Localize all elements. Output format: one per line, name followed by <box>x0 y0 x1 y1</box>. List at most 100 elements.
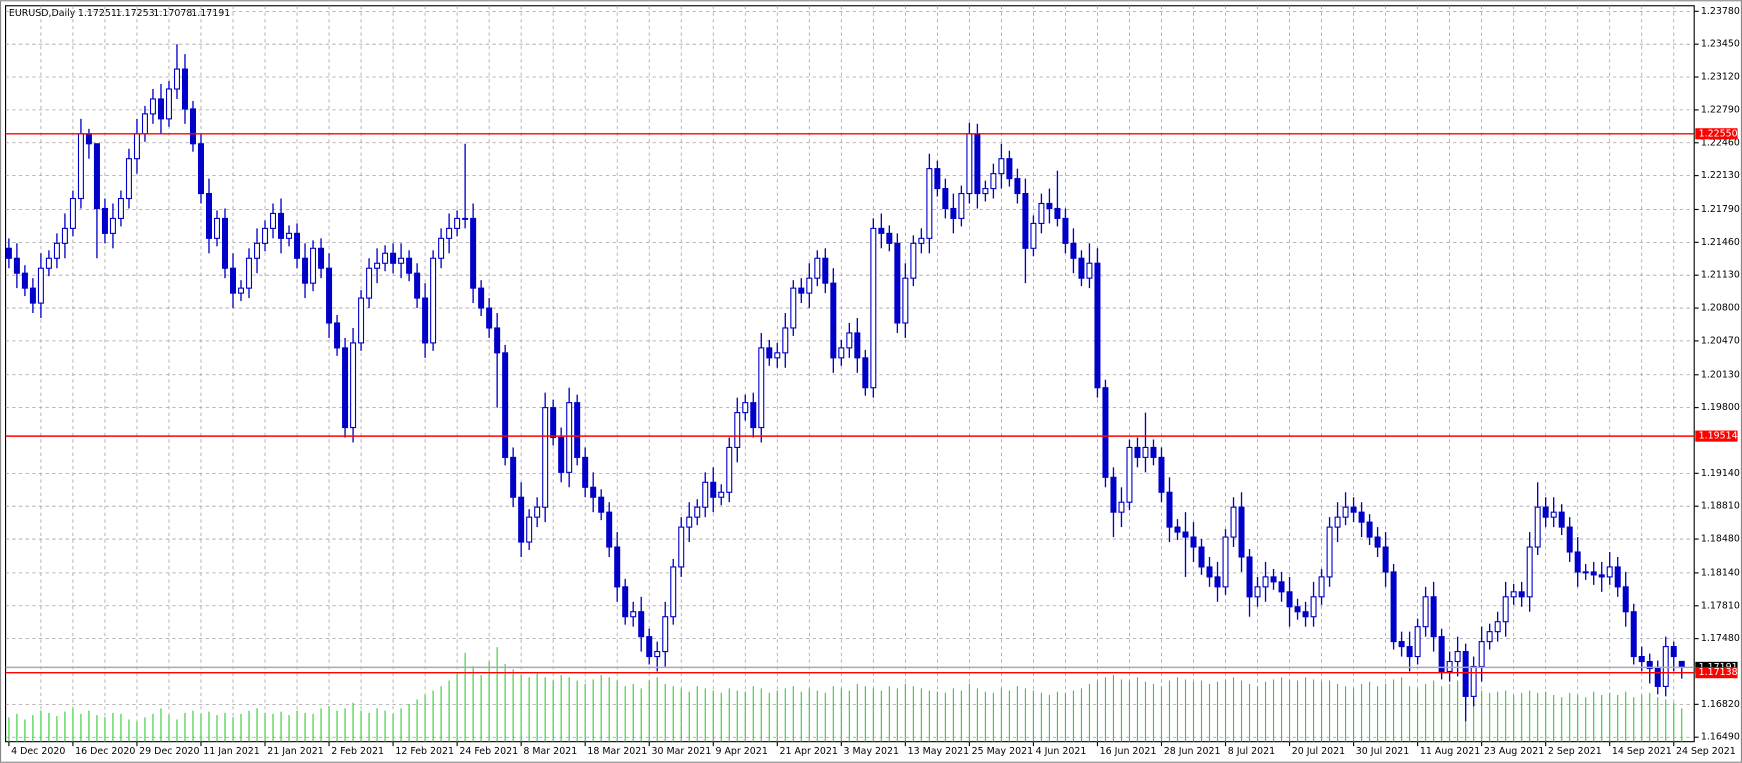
candle-body <box>1382 546 1389 573</box>
candle-body <box>550 407 557 439</box>
candle-body <box>438 237 445 259</box>
x-tick-label: 24 Sep 2021 <box>1676 746 1736 757</box>
x-tick-label: 11 Jan 2021 <box>203 746 260 757</box>
candle-body <box>1254 586 1261 598</box>
candle-body <box>1454 651 1461 663</box>
candle-body <box>374 262 381 269</box>
candle-body <box>614 546 621 588</box>
candle-body <box>173 68 180 90</box>
candle-body <box>1590 571 1597 576</box>
candle-body <box>726 446 733 493</box>
y-tick-label: 1.22130 <box>1701 170 1740 181</box>
price-label: 1.17138 <box>1699 667 1738 678</box>
candle-body <box>590 486 597 498</box>
x-tick-label: 13 May 2021 <box>908 746 970 757</box>
y-tick-label: 1.20800 <box>1701 303 1740 314</box>
candle-body <box>1614 566 1621 588</box>
x-tick-label: 2 Feb 2021 <box>331 746 384 757</box>
candle-body <box>774 352 781 359</box>
candle-body <box>422 297 429 344</box>
candle-body <box>1102 387 1109 478</box>
price-label-box <box>1695 128 1738 140</box>
candle-body <box>566 402 573 473</box>
candle-body <box>1518 591 1525 598</box>
header-high: 1.17253 <box>116 8 155 19</box>
candle-body <box>85 133 92 145</box>
candle-body <box>822 257 829 284</box>
candle-body <box>1158 456 1165 493</box>
candle-body <box>1046 202 1053 210</box>
candle-body <box>934 168 941 190</box>
candle-body <box>742 402 749 414</box>
y-tick-label: 1.23120 <box>1701 72 1740 83</box>
candle-body <box>278 212 285 239</box>
candle-body <box>510 456 517 498</box>
candle-body <box>462 217 469 220</box>
candle-body <box>286 232 293 239</box>
candle-body <box>1534 506 1541 548</box>
candle-body <box>862 357 869 389</box>
candle-body <box>526 516 533 543</box>
candle-body <box>1678 660 1685 668</box>
x-tick-label: 20 Jul 2021 <box>1292 746 1345 757</box>
candle-body <box>1294 606 1301 613</box>
x-tick-label: 8 Mar 2021 <box>523 746 577 757</box>
candle-body <box>1198 546 1205 568</box>
candle-body <box>718 491 725 498</box>
candle-body <box>1670 646 1677 658</box>
candle-body <box>582 456 589 488</box>
candle-body <box>358 297 365 344</box>
candle-body <box>45 257 52 269</box>
candle-body <box>926 168 933 239</box>
candle-body <box>1582 571 1589 574</box>
candle-body <box>310 247 317 284</box>
candle-body <box>1038 202 1045 224</box>
candle-body <box>1646 660 1653 670</box>
candle-body <box>254 242 261 259</box>
candle-body <box>1310 596 1317 618</box>
candle-body <box>694 506 701 518</box>
candle-body <box>262 227 269 244</box>
candle-body <box>830 282 837 359</box>
y-tick-label: 1.18480 <box>1701 534 1740 545</box>
candle-body <box>670 566 677 618</box>
x-tick-label: 28 Jun 2021 <box>1164 746 1221 757</box>
candle-body <box>1526 546 1533 598</box>
candle-body <box>790 287 797 329</box>
candle-body <box>1246 556 1253 598</box>
x-tick-label: 18 Mar 2021 <box>587 746 647 757</box>
candle-body <box>1030 222 1037 249</box>
candle-body <box>1558 511 1565 528</box>
candle-body <box>606 511 613 548</box>
candle-body <box>1622 586 1629 613</box>
candle-body <box>654 651 661 658</box>
candle-body <box>1478 641 1485 668</box>
x-tick-label: 29 Dec 2020 <box>139 746 199 757</box>
candle-body <box>1398 641 1405 648</box>
candle-body <box>1494 621 1501 633</box>
candle-body <box>990 173 997 190</box>
x-tick-label: 25 May 2021 <box>972 746 1034 757</box>
candle-body <box>766 347 773 359</box>
candle-body <box>5 247 12 259</box>
candle-body <box>93 143 100 210</box>
candle-body <box>1358 511 1365 523</box>
candle-body <box>398 257 405 264</box>
header-close: 1.17191 <box>191 8 230 19</box>
x-tick-label: 21 Apr 2021 <box>780 746 838 757</box>
candle-body <box>165 88 172 120</box>
candle-body <box>1118 501 1125 513</box>
y-tick-label: 1.18140 <box>1701 567 1740 578</box>
candle-body <box>1486 631 1493 643</box>
x-tick-label: 4 Dec 2020 <box>11 746 65 757</box>
candle-body <box>1654 667 1661 687</box>
candle-body <box>1566 526 1573 553</box>
candle-body <box>1022 192 1029 249</box>
candle-body <box>1630 611 1637 658</box>
candle-body <box>502 352 509 458</box>
candle-body <box>294 232 301 259</box>
candle-body <box>230 267 237 294</box>
candle-body <box>886 232 893 244</box>
candle-body <box>1166 491 1173 528</box>
